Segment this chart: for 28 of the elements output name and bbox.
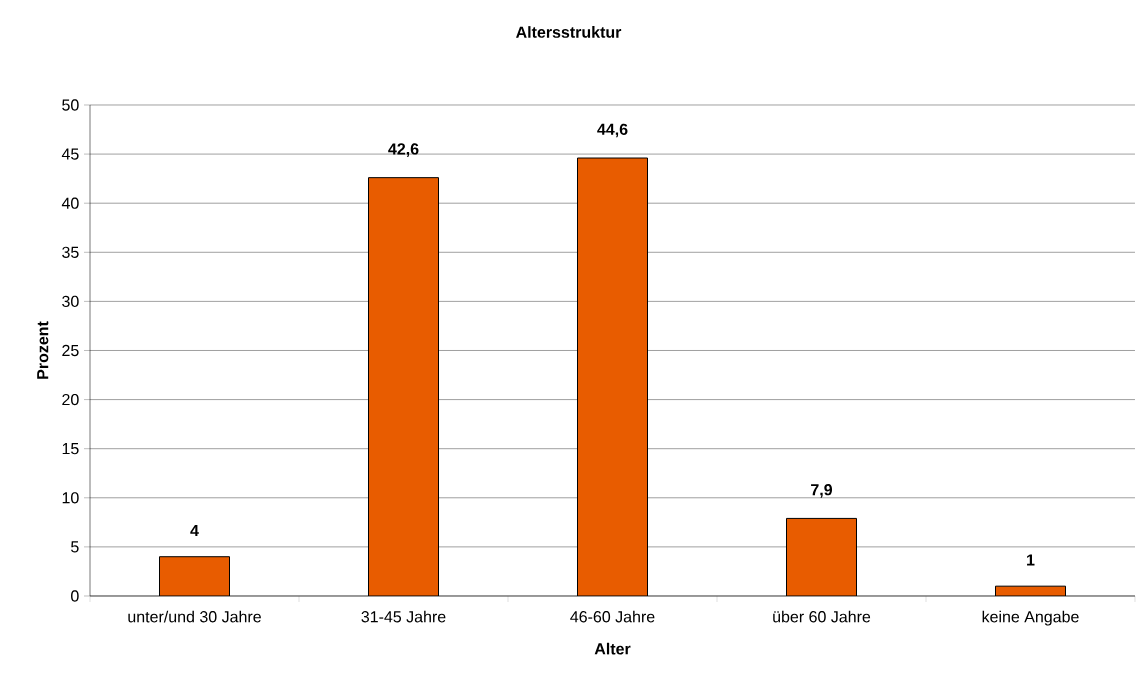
- x-tick-label: über 60 Jahre: [773, 610, 871, 623]
- data-label: 44,6: [597, 123, 628, 138]
- bar: [159, 556, 231, 596]
- chart-title: Altersstruktur: [516, 26, 622, 38]
- data-label: 7,9: [811, 484, 833, 498]
- data-label: 4: [190, 525, 199, 536]
- x-axis-title: Alter: [594, 642, 631, 655]
- y-tick-label: 35: [62, 246, 79, 258]
- bar: [577, 157, 648, 596]
- y-axis-title: Prozent: [37, 321, 49, 379]
- y-tick-label: 15: [62, 443, 79, 455]
- y-tick-label: 20: [62, 393, 79, 406]
- y-tick-label: 45: [61, 148, 79, 160]
- y-tick-label: 25: [62, 344, 79, 357]
- y-tick-label: 30: [62, 295, 79, 308]
- y-tick-label: 10: [62, 492, 79, 504]
- y-tick-label: 40: [61, 197, 79, 209]
- y-tick-label: 50: [62, 99, 79, 111]
- x-tick-label: keine Angabe: [982, 610, 1079, 626]
- bar: [368, 177, 440, 596]
- data-label: 42,6: [388, 143, 419, 157]
- x-tick-label: unter/und 30 Jahre: [128, 610, 261, 623]
- bar: [786, 517, 858, 596]
- data-label: 1: [1027, 554, 1035, 566]
- x-tick-label: 31-45 Jahre: [361, 610, 446, 623]
- x-tick-label: 46-60 Jahre: [570, 610, 655, 623]
- y-tick-label: 0: [71, 590, 79, 602]
- y-tick-label: 5: [71, 541, 79, 553]
